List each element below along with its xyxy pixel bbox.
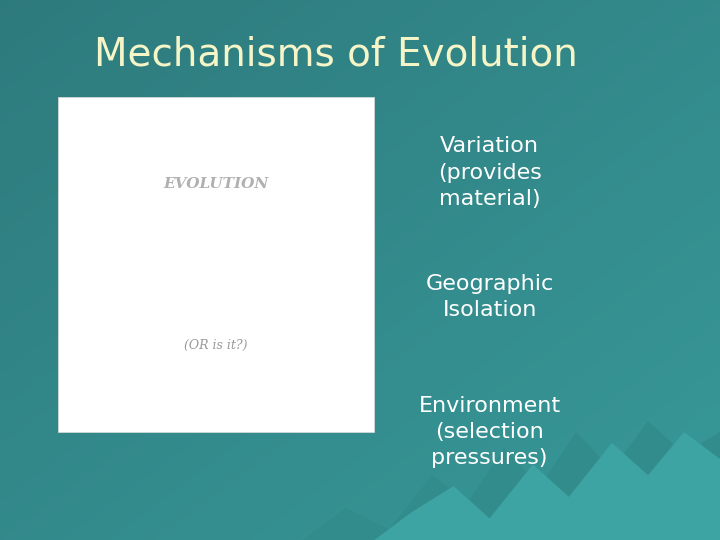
Bar: [58, 97, 374, 432]
Polygon shape: [374, 432, 720, 540]
Text: Variation
(provides
material): Variation (provides material): [438, 137, 541, 209]
Text: Environment
(selection
pressures): Environment (selection pressures): [418, 396, 561, 468]
Text: EVOLUTION: EVOLUTION: [163, 177, 269, 191]
Text: Mechanisms of Evolution: Mechanisms of Evolution: [94, 35, 577, 73]
Text: (OR is it?): (OR is it?): [184, 339, 248, 352]
Text: Geographic
Isolation: Geographic Isolation: [426, 274, 554, 320]
Polygon shape: [302, 421, 720, 540]
